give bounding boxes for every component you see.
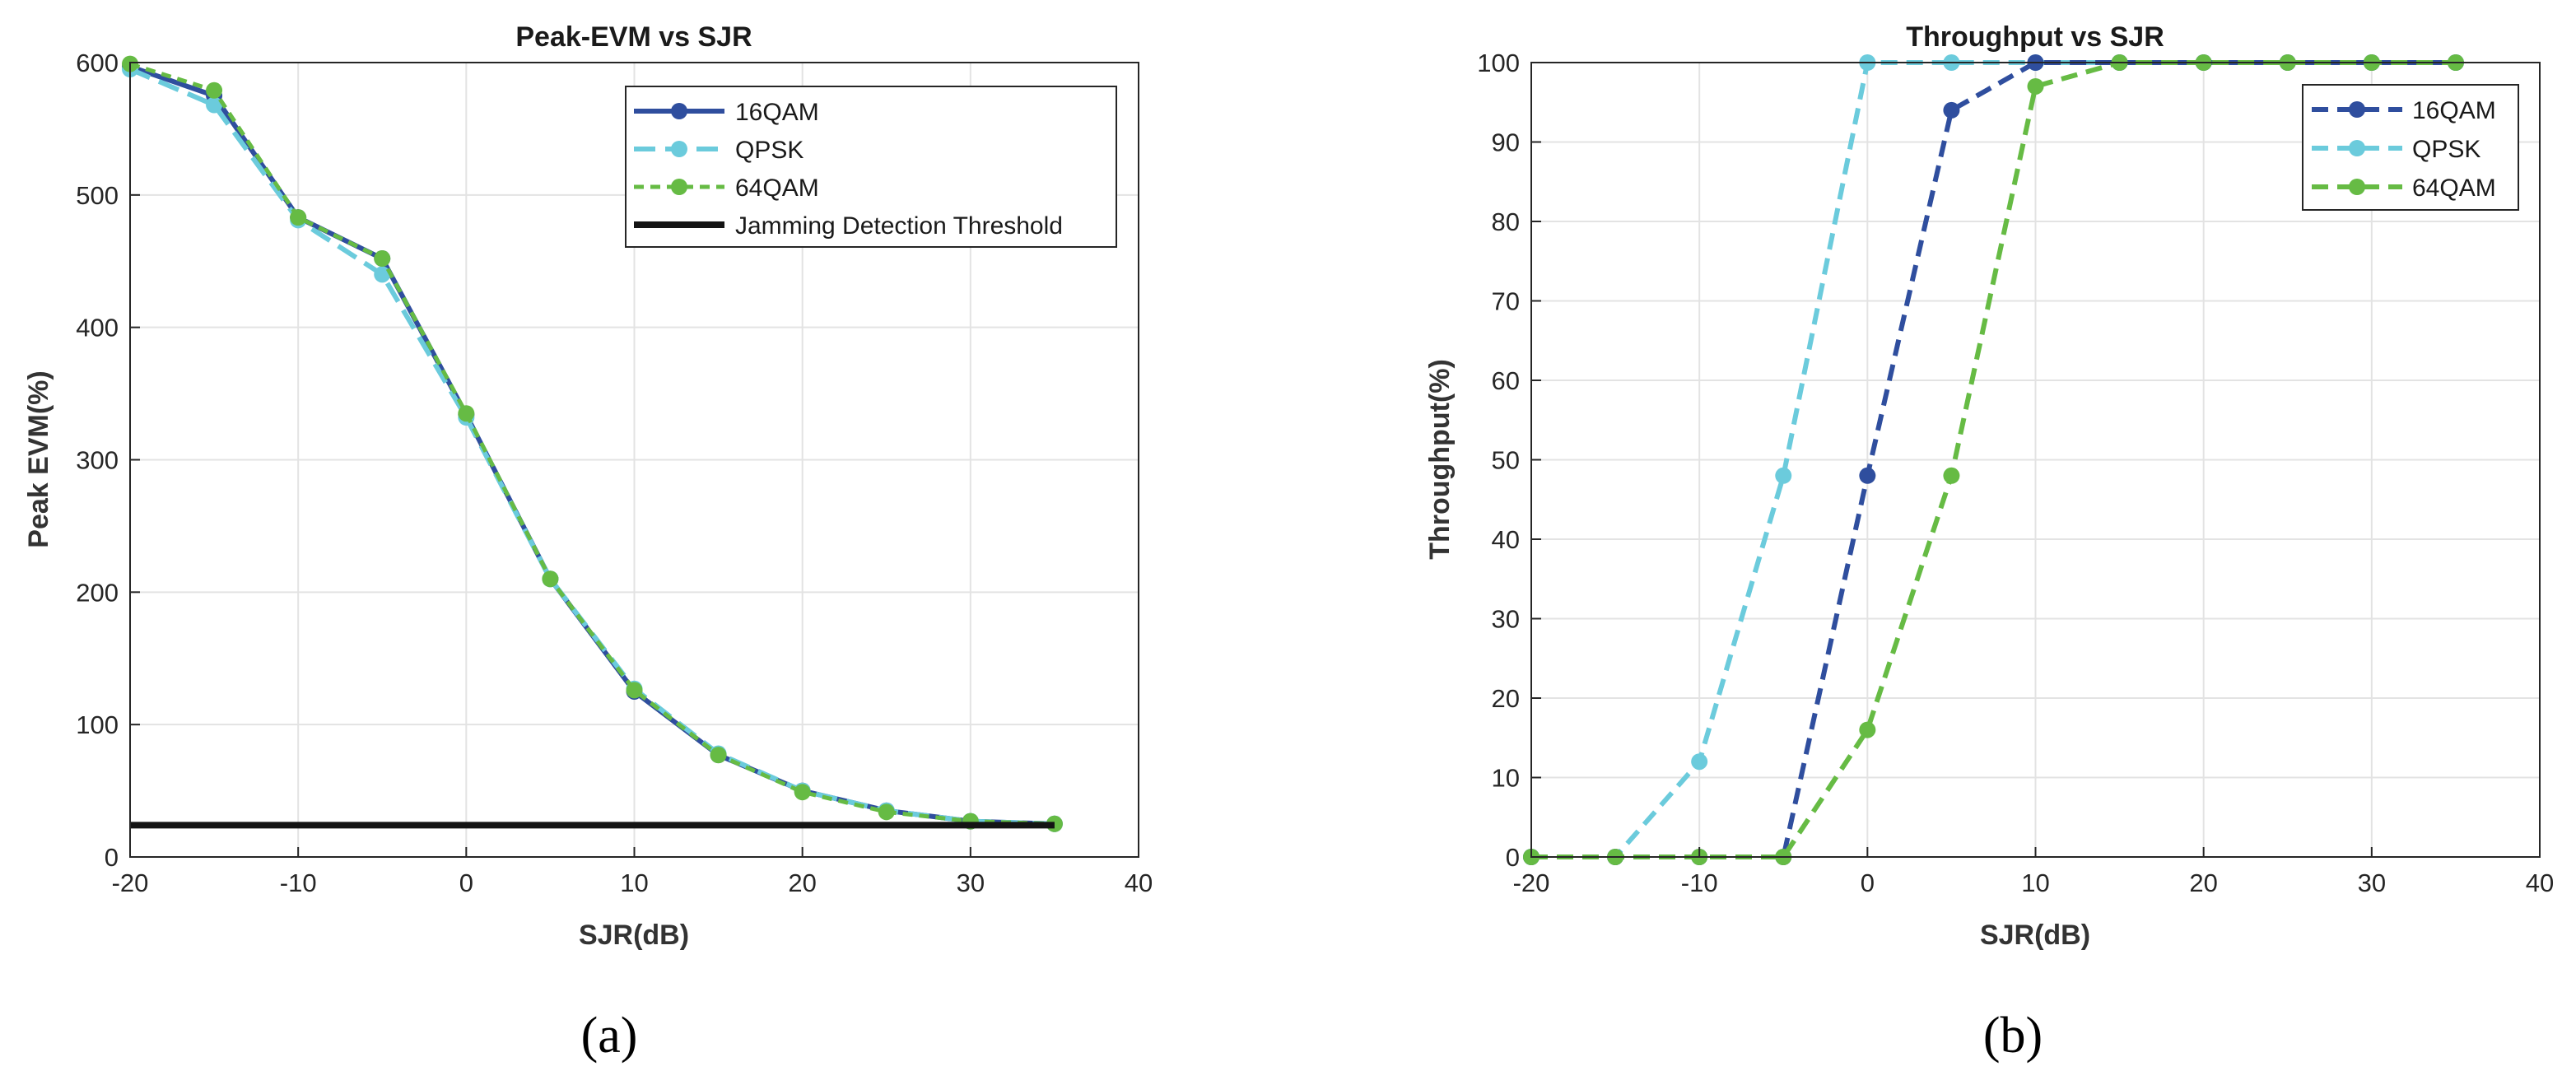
y-tick-label: 100 (76, 710, 119, 739)
data-point-64qam-a (374, 250, 391, 268)
legend-label-qpsk-b: QPSK (2412, 136, 2481, 163)
legend-b: 16QAM QPSK 64QAM (2302, 84, 2519, 211)
legend-label-16qam-a: 16QAM (735, 99, 819, 126)
data-point-64qam-a (542, 570, 559, 588)
y-axis-label-a: Peak EVM(%) (23, 370, 54, 547)
x-tick-label: 40 (1125, 868, 1153, 897)
y-tick-label: 400 (76, 314, 119, 342)
x-axis-label-a: SJR(dB) (579, 920, 689, 951)
data-point-64qam-a (206, 81, 223, 99)
data-point-16qam-b (1943, 101, 1960, 119)
caption-b: (b) (1983, 1008, 2043, 1064)
y-tick-label: 10 (1492, 764, 1520, 793)
legend-label-threshold-a: Jamming Detection Threshold (735, 212, 1063, 240)
panel-b: -20 -10 0 10 20 30 40 0 10 20 30 40 50 60 70 80 90 100 Th… (1424, 21, 2554, 1064)
caption-a: (a) (581, 1008, 638, 1064)
series-line-64qam-a (129, 62, 1055, 827)
data-point-64qam-b (1943, 467, 1960, 484)
data-point-64qam-a (878, 803, 895, 821)
data-point-64qam-a (794, 784, 811, 801)
legend-label-16qam-b: 16QAM (2412, 97, 2496, 124)
y-tick-label: 200 (76, 578, 119, 607)
x-tick-label: -10 (1681, 868, 1718, 897)
y-tick-label: 70 (1492, 287, 1520, 316)
data-point-64qam-a (458, 405, 475, 422)
data-point-64qam-a (626, 682, 643, 699)
x-tick-label: 20 (2189, 868, 2217, 897)
x-tick-label: -10 (280, 868, 317, 897)
x-tick-label: -20 (1513, 868, 1550, 897)
tick-labels-b: -20 -10 0 10 20 30 40 0 10 20 30 40 50 60 70 80 90 100 (1477, 49, 2554, 897)
data-point-64qam-a (290, 209, 307, 226)
y-tick-label: 30 (1492, 605, 1520, 634)
y-tick-label: 0 (1506, 843, 1520, 872)
data-point-64qam-b (1859, 721, 1876, 738)
x-tick-label: 20 (788, 868, 816, 897)
y-tick-label: 90 (1492, 128, 1520, 157)
data-point-qpsk-b (1775, 467, 1792, 484)
x-tick-label: 0 (1861, 868, 1875, 897)
legend-label-64qam-b: 64QAM (2412, 175, 2496, 202)
legend-a: 16QAM QPSK 64QAM Jamming Detection Thres… (625, 86, 1117, 248)
x-tick-label: 30 (957, 868, 985, 897)
series-group-a (122, 55, 1063, 832)
x-tick-label: 0 (459, 868, 473, 897)
x-tick-label: 10 (2021, 868, 2049, 897)
y-tick-label: 0 (105, 843, 119, 872)
y-tick-label: 40 (1492, 525, 1520, 554)
legend-marker-16qam-a (671, 103, 687, 119)
legend-marker-64qam-b (2349, 179, 2365, 195)
data-point-64qam-b (2027, 77, 2044, 95)
data-point-64qam-a (710, 747, 727, 764)
y-tick-label: 50 (1492, 446, 1520, 475)
chart-title-b: Throughput vs SJR (1906, 21, 2164, 53)
y-tick-label: 100 (1477, 49, 1520, 77)
y-tick-label: 300 (76, 446, 119, 475)
legend-label-qpsk-a: QPSK (735, 137, 804, 164)
data-point-qpsk-a (374, 266, 391, 283)
data-point-qpsk-a (206, 96, 223, 114)
y-axis-label-b: Throughput(%) (1424, 359, 1456, 560)
chart-title-a: Peak-EVM vs SJR (515, 21, 752, 53)
legend-marker-16qam-b (2349, 101, 2365, 118)
y-tick-label: 80 (1492, 207, 1520, 236)
x-tick-label: 40 (2526, 868, 2554, 897)
legend-marker-qpsk-b (2349, 140, 2365, 156)
y-tick-label: 600 (76, 49, 119, 77)
y-tick-label: 20 (1492, 684, 1520, 713)
legend-marker-64qam-a (671, 179, 687, 195)
x-tick-label: 10 (620, 868, 648, 897)
y-tick-label: 60 (1492, 366, 1520, 395)
legend-marker-qpsk-a (671, 141, 687, 157)
y-tick-label: 500 (76, 181, 119, 210)
x-axis-label-b: SJR(dB) (1980, 920, 2090, 951)
x-tick-label: 30 (2358, 868, 2386, 897)
x-tick-label: -20 (112, 868, 149, 897)
legend-label-64qam-a: 64QAM (735, 175, 819, 202)
data-point-16qam-b (1859, 467, 1876, 484)
data-point-qpsk-b (1691, 753, 1708, 771)
